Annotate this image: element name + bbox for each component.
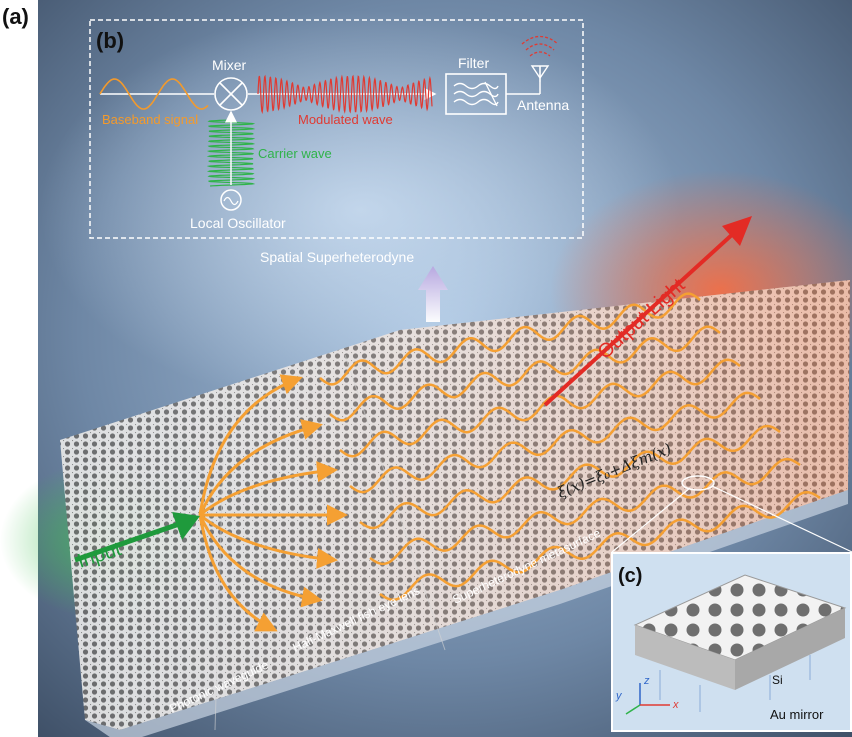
axes-icon xyxy=(625,683,670,715)
panel-c-label: (c) xyxy=(618,565,642,587)
metasurface-wave xyxy=(369,457,801,566)
metasurface-wave xyxy=(339,358,741,458)
axis-x-label: x xyxy=(672,699,679,711)
au-mirror-label: Au mirror xyxy=(770,707,824,722)
baseband-label: Baseband signal xyxy=(102,112,198,127)
metasurface-wave xyxy=(329,325,721,422)
baseband-wave xyxy=(99,78,209,110)
metasurface-wave xyxy=(319,292,701,386)
fisheye-rays xyxy=(198,374,348,632)
filter-box xyxy=(445,73,507,115)
panel-c-inset: (c) Si Au mirror z x y xyxy=(611,552,852,732)
filter-label: Filter xyxy=(458,55,489,71)
axis-z-label: z xyxy=(643,675,650,687)
metasurface-wave xyxy=(349,391,761,494)
output-arrow xyxy=(543,216,752,407)
antenna-label: Antenna xyxy=(517,97,569,113)
panel-b-schematic: (b) Mixer Local Oscillator Filter xyxy=(89,19,584,239)
oscillator-label: Local Oscillator xyxy=(190,215,286,231)
spatial-superheterodyne-caption: Spatial Superheterodyne xyxy=(260,249,414,265)
metasurface-wave xyxy=(379,490,821,602)
oscillator-symbol xyxy=(220,189,242,211)
si-label: Si xyxy=(772,673,783,687)
metasurface-wave xyxy=(359,424,781,530)
carrier-label: Carrier wave xyxy=(258,146,332,161)
panel-a-label: (a) xyxy=(2,4,29,29)
mixer-symbol xyxy=(214,77,248,111)
modulated-label: Modulated wave xyxy=(298,112,393,127)
axis-y-label: y xyxy=(615,690,623,702)
modulated-waves xyxy=(319,292,821,602)
emission-up-arrow xyxy=(418,266,448,322)
modulated-wave xyxy=(257,74,433,115)
input-arrow xyxy=(74,512,200,563)
mixer-label: Mixer xyxy=(212,57,247,73)
panel-b-label: (b) xyxy=(96,28,124,53)
antenna-icon xyxy=(521,35,559,82)
